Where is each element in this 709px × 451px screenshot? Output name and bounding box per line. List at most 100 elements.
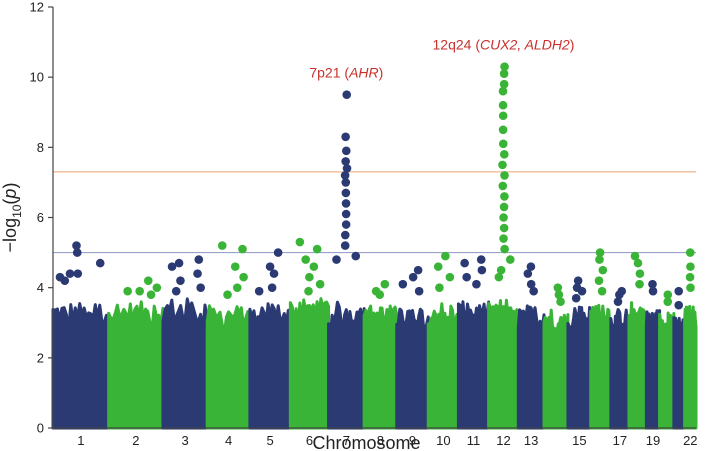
annotation-part: ) bbox=[379, 65, 384, 81]
snp-point bbox=[445, 272, 455, 282]
chromosome-10-bulk bbox=[426, 302, 460, 430]
snp-point bbox=[477, 265, 487, 275]
snp-point bbox=[615, 290, 624, 299]
snp-point bbox=[72, 248, 82, 257]
snp-point bbox=[577, 286, 587, 296]
x-tick-label: 6 bbox=[306, 433, 313, 448]
x-tick-label: 12 bbox=[496, 433, 510, 448]
snp-point bbox=[499, 69, 509, 78]
x-tick-label: 10 bbox=[436, 433, 450, 448]
chromosome-4-points bbox=[217, 241, 248, 299]
x-axis-title: Chromosome bbox=[312, 433, 420, 451]
snp-point bbox=[499, 79, 509, 89]
snp-point bbox=[498, 160, 507, 170]
snp-point bbox=[143, 276, 153, 285]
snp-point bbox=[223, 290, 232, 299]
snp-point bbox=[633, 258, 643, 268]
chromosome-18-bulk bbox=[627, 301, 648, 430]
chromosome-3-bulk bbox=[161, 297, 209, 430]
snp-point bbox=[635, 269, 645, 278]
snp-point bbox=[341, 146, 351, 156]
snp-point bbox=[217, 241, 227, 250]
chromosome-8-bulk bbox=[362, 304, 399, 430]
chromosome-14-bulk bbox=[542, 308, 570, 430]
snp-point bbox=[500, 150, 509, 159]
snp-point bbox=[556, 297, 565, 307]
x-tick-label: 1 bbox=[77, 433, 84, 448]
snp-point bbox=[152, 283, 162, 292]
snp-point bbox=[196, 283, 205, 292]
annotation-part: CUX2, ALDH2 bbox=[480, 37, 570, 53]
snp-point bbox=[648, 279, 657, 289]
snp-point bbox=[526, 279, 536, 289]
x-tick-label: 22 bbox=[683, 433, 697, 448]
y-axis-label: −log10(p) bbox=[0, 183, 24, 253]
snp-point bbox=[194, 255, 204, 264]
y-label-var: p bbox=[0, 189, 20, 200]
snp-point bbox=[499, 213, 508, 222]
x-tick-label: 4 bbox=[225, 433, 232, 448]
chromosome-14-points bbox=[553, 283, 565, 307]
snp-point bbox=[135, 286, 144, 296]
snp-point bbox=[301, 255, 310, 264]
snp-point bbox=[146, 290, 156, 299]
snp-point bbox=[95, 258, 105, 268]
snp-point bbox=[174, 258, 184, 268]
x-tick-label: 7 bbox=[343, 433, 350, 448]
snp-point bbox=[674, 286, 684, 296]
y-tick-label: 6 bbox=[37, 210, 44, 225]
chromosome-12-bulk bbox=[487, 298, 520, 430]
snp-point bbox=[663, 290, 673, 299]
snp-point bbox=[523, 269, 533, 278]
snp-point bbox=[171, 286, 181, 296]
snp-point bbox=[499, 202, 509, 212]
snp-point bbox=[674, 300, 684, 310]
chromosome-3-points bbox=[167, 255, 205, 296]
y-axis-title: −log10(p) bbox=[0, 183, 24, 253]
snp-point bbox=[499, 223, 509, 233]
snp-point bbox=[648, 286, 658, 296]
x-tick-label: 3 bbox=[181, 433, 188, 448]
snp-point bbox=[342, 90, 352, 100]
chromosome-4-bulk bbox=[205, 304, 252, 430]
snp-point bbox=[663, 297, 673, 307]
snp-point bbox=[239, 272, 248, 282]
snp-point bbox=[341, 157, 350, 166]
snp-point bbox=[526, 262, 536, 271]
y-tick-label: 8 bbox=[37, 140, 44, 155]
snp-point bbox=[341, 199, 351, 208]
snp-point bbox=[635, 279, 644, 289]
snp-point bbox=[597, 286, 607, 296]
snp-point bbox=[232, 283, 242, 292]
snp-point bbox=[435, 283, 444, 292]
snp-point bbox=[340, 171, 350, 180]
snp-point bbox=[433, 262, 443, 271]
chromosome-19-bulk bbox=[644, 309, 662, 430]
chromosome-11-points bbox=[460, 255, 487, 289]
snp-point bbox=[408, 272, 418, 282]
snp-point bbox=[529, 286, 538, 296]
annotation-part: AHR bbox=[348, 65, 379, 81]
snp-point bbox=[305, 272, 314, 282]
y-label-close: ) bbox=[0, 183, 20, 189]
snp-point bbox=[73, 269, 83, 278]
chromosome-5-bulk bbox=[248, 302, 292, 430]
x-tick-label: 19 bbox=[646, 433, 660, 448]
snp-point bbox=[265, 262, 275, 271]
chromosome-6-points bbox=[295, 237, 325, 296]
x-tick-label: 2 bbox=[132, 433, 139, 448]
annotation-part: 7p21 ( bbox=[309, 65, 349, 81]
snp-point bbox=[351, 251, 361, 261]
chromosome-18-points bbox=[630, 251, 645, 289]
chromosome-1-points bbox=[55, 241, 105, 285]
snp-point bbox=[315, 279, 325, 289]
chromosome-21-points bbox=[674, 286, 684, 310]
snp-point bbox=[341, 178, 351, 187]
chromosome-11-bulk bbox=[456, 300, 491, 430]
chromosome-regions bbox=[51, 297, 698, 430]
annotation-part: ) bbox=[570, 37, 575, 53]
snp-point bbox=[254, 286, 264, 296]
snp-point bbox=[498, 100, 508, 110]
